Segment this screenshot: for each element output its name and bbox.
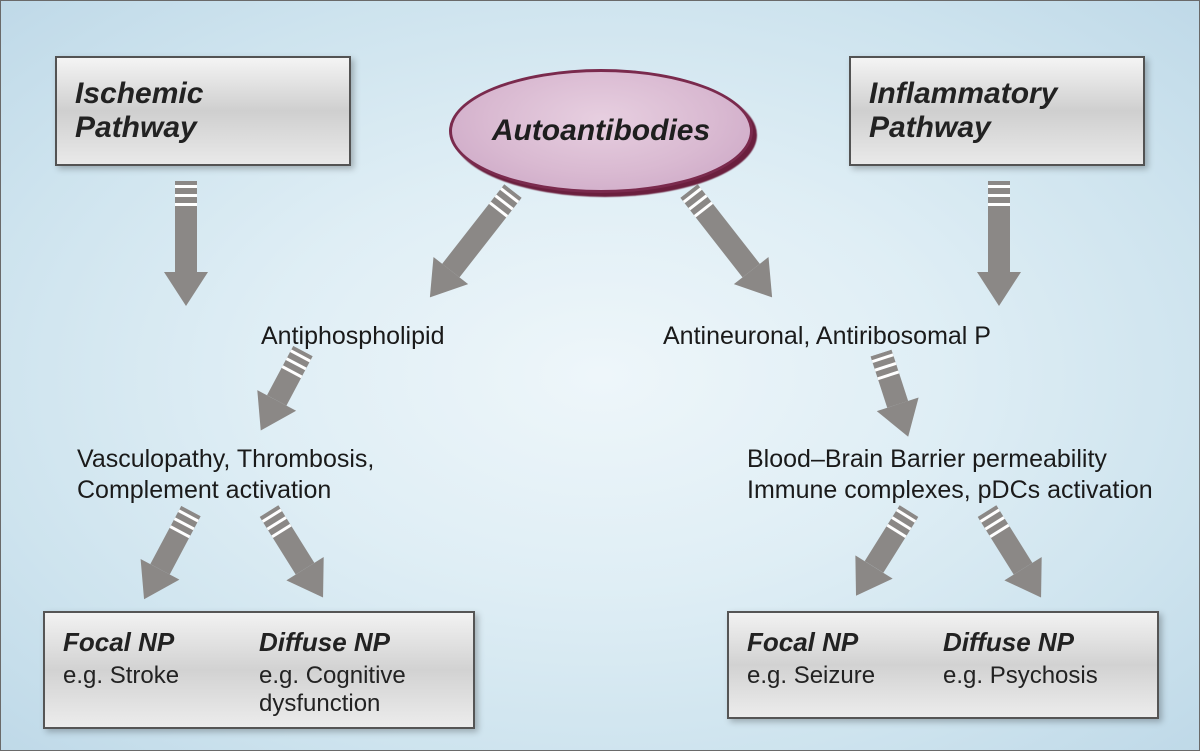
outcome-left-focal: Focal NP e.g. Stroke bbox=[63, 627, 259, 709]
outcome-left-focal-sub: e.g. Stroke bbox=[63, 662, 259, 690]
outcome-left-diffuse-sub2: dysfunction bbox=[259, 690, 380, 717]
arrow-bbb-to-focal bbox=[837, 499, 927, 607]
outcome-right-diffuse: Diffuse NP e.g. Psychosis bbox=[943, 627, 1139, 699]
outcome-right-focal-title: Focal NP bbox=[747, 627, 943, 658]
node-autoantibodies: Autoantibodies bbox=[449, 69, 753, 193]
node-outcome-right: Focal NP e.g. Seizure Diffuse NP e.g. Ps… bbox=[727, 611, 1159, 719]
outcome-right-focal-sub: e.g. Seizure bbox=[747, 662, 943, 690]
arrow-antineu-down bbox=[860, 346, 929, 443]
outcome-right-diffuse-title: Diffuse NP bbox=[943, 627, 1139, 658]
node-ischemic-pathway: Ischemic Pathway bbox=[55, 56, 351, 166]
inflammatory-label-line1: Inflammatory bbox=[869, 77, 1057, 110]
outcome-left-diffuse: Diffuse NP e.g. Cognitive dysfunction bbox=[259, 627, 455, 709]
arrow-auto-to-left bbox=[413, 177, 531, 310]
vasculo-line1: Vasculopathy, Thrombosis, bbox=[77, 445, 374, 473]
bbb-line1: Blood–Brain Barrier permeability bbox=[747, 445, 1107, 473]
outcome-right-diffuse-sub1: e.g. Psychosis bbox=[943, 662, 1098, 689]
arrow-inflam-down bbox=[977, 181, 1021, 306]
text-bbb: Blood–Brain Barrier permeability Immune … bbox=[747, 444, 1153, 505]
arrow-antiphos-down bbox=[241, 341, 322, 441]
outcome-left-diffuse-title: Diffuse NP bbox=[259, 627, 455, 658]
arrow-ischemic-down bbox=[164, 181, 208, 306]
arrow-vasc-to-diffuse bbox=[250, 499, 341, 609]
ischemic-label-line2: Pathway bbox=[75, 111, 197, 144]
arrow-auto-to-right bbox=[672, 177, 790, 310]
antineuronal-label: Antineuronal, Antiribosomal P bbox=[663, 322, 991, 350]
node-inflammatory-pathway: Inflammatory Pathway bbox=[849, 56, 1145, 166]
diagram-canvas: Ischemic Pathway Inflammatory Pathway Au… bbox=[0, 0, 1200, 751]
arrow-vasc-to-focal bbox=[125, 501, 211, 610]
outcome-left-focal-title: Focal NP bbox=[63, 627, 259, 658]
node-outcome-left: Focal NP e.g. Stroke Diffuse NP e.g. Cog… bbox=[43, 611, 475, 729]
autoantibodies-label: Autoantibodies bbox=[492, 114, 710, 148]
ischemic-label-line1: Ischemic bbox=[75, 77, 203, 110]
bbb-line2: Immune complexes, pDCs activation bbox=[747, 476, 1153, 504]
vasculo-line2: Complement activation bbox=[77, 476, 331, 504]
outcome-left-diffuse-sub1: e.g. Cognitive bbox=[259, 662, 406, 689]
text-vasculopathy: Vasculopathy, Thrombosis, Complement act… bbox=[77, 444, 374, 505]
outcome-right-focal: Focal NP e.g. Seizure bbox=[747, 627, 943, 699]
inflammatory-label-line2: Pathway bbox=[869, 111, 991, 144]
text-antineuronal: Antineuronal, Antiribosomal P bbox=[663, 321, 991, 352]
arrow-bbb-to-diffuse bbox=[968, 499, 1059, 609]
